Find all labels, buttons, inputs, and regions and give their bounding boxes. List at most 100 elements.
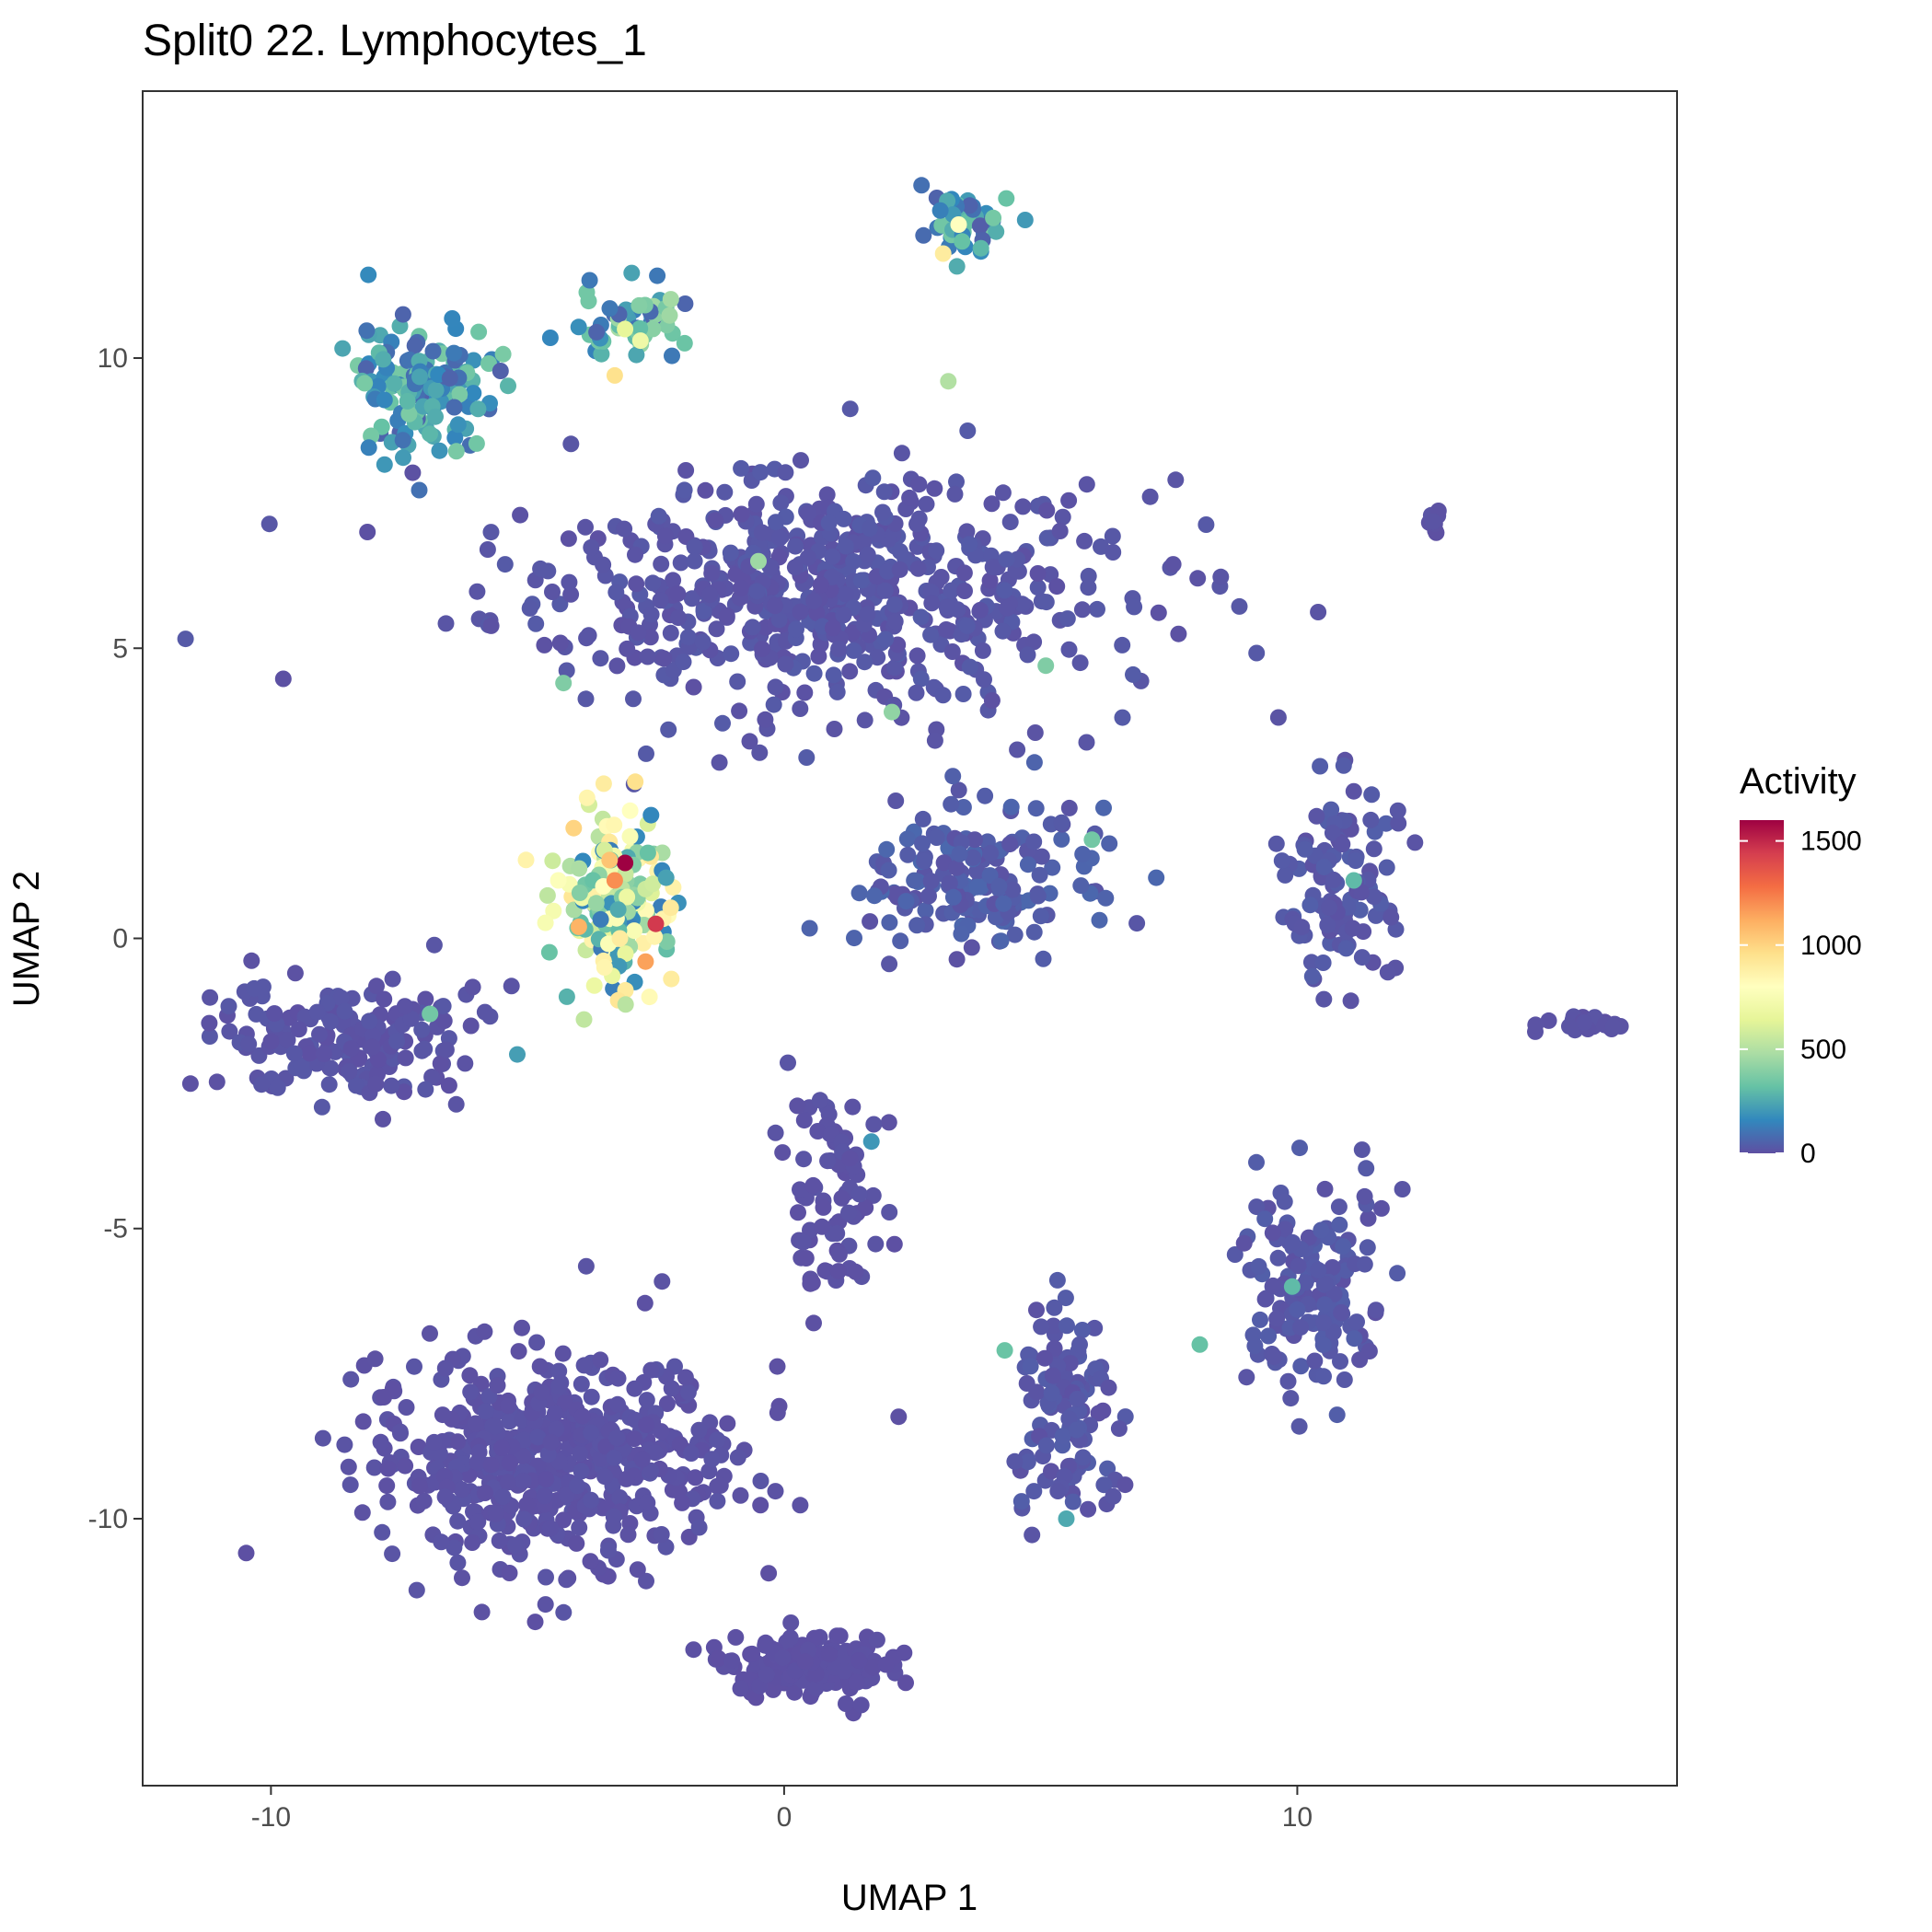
- data-point: [923, 595, 941, 612]
- data-point: [440, 1077, 457, 1094]
- data-point: [1315, 1314, 1333, 1332]
- data-point: [1315, 859, 1333, 875]
- data-point: [946, 485, 964, 503]
- data-point: [357, 360, 375, 377]
- data-point: [488, 1505, 504, 1522]
- data-point: [400, 405, 418, 422]
- data-point: [786, 1683, 804, 1701]
- data-point-highlight: [550, 872, 567, 889]
- data-point: [1265, 1277, 1282, 1294]
- data-point: [961, 197, 978, 214]
- data-point: [1001, 514, 1019, 531]
- data-point: [432, 1055, 449, 1072]
- data-point: [981, 572, 999, 589]
- data-point-highlight: [750, 552, 767, 570]
- data-point: [644, 574, 662, 592]
- data-point: [1071, 1336, 1088, 1353]
- data-point: [445, 1539, 463, 1556]
- data-point: [751, 744, 769, 761]
- data-point: [1315, 990, 1333, 1008]
- data-point: [575, 1011, 593, 1028]
- data-point: [654, 1273, 671, 1290]
- data-point: [367, 1075, 385, 1093]
- data-point: [1365, 888, 1382, 906]
- data-point: [995, 895, 1012, 912]
- data-point: [360, 439, 377, 457]
- data-point: [772, 494, 790, 512]
- data-point: [1231, 597, 1248, 615]
- data-point: [787, 538, 804, 555]
- data-point: [797, 1250, 815, 1267]
- data-point: [434, 1406, 451, 1424]
- data-point: [1226, 1246, 1244, 1263]
- data-point: [765, 696, 782, 713]
- data-point: [1089, 600, 1105, 618]
- data-point: [1025, 754, 1043, 771]
- data-point: [1048, 1271, 1066, 1289]
- data-point: [805, 593, 823, 609]
- data-point: [1389, 1265, 1406, 1282]
- data-point: [435, 1012, 453, 1030]
- data-point: [1365, 840, 1382, 858]
- data-point: [864, 1186, 882, 1204]
- data-point: [365, 1459, 383, 1476]
- data-point: [950, 781, 967, 799]
- data-point: [473, 1603, 491, 1621]
- data-point: [744, 1645, 761, 1662]
- data-point: [577, 1257, 595, 1275]
- data-point: [977, 787, 994, 804]
- data-point: [609, 1370, 627, 1387]
- data-point-highlight: [1037, 657, 1055, 675]
- data-point: [644, 875, 662, 893]
- data-point: [653, 1526, 670, 1543]
- data-point: [798, 749, 816, 766]
- data-point: [708, 620, 725, 638]
- data-point: [1026, 724, 1044, 741]
- data-point: [642, 1361, 660, 1379]
- data-point: [491, 1532, 508, 1549]
- data-point: [1073, 1322, 1091, 1338]
- data-point: [394, 306, 411, 323]
- data-point: [1095, 1476, 1113, 1494]
- data-point: [852, 1696, 870, 1714]
- data-point: [468, 434, 485, 452]
- data-point: [954, 686, 972, 702]
- data-point: [874, 503, 891, 521]
- data-point: [1080, 579, 1097, 596]
- data-point: [246, 979, 263, 997]
- data-point: [494, 1488, 512, 1506]
- data-point: [583, 538, 600, 556]
- data-point: [1064, 1493, 1082, 1510]
- data-point: [427, 381, 445, 399]
- data-point: [374, 1523, 391, 1541]
- y-tick-label: 10: [98, 343, 128, 374]
- data-point: [1189, 570, 1207, 587]
- data-point: [918, 495, 935, 513]
- data-point: [926, 480, 943, 497]
- data-point: [1308, 807, 1325, 825]
- data-point: [1378, 859, 1395, 876]
- data-point: [928, 542, 945, 560]
- data-point: [910, 476, 928, 493]
- data-point: [625, 690, 642, 708]
- data-point: [1014, 498, 1032, 515]
- data-point: [729, 673, 746, 690]
- data-point: [499, 1474, 516, 1491]
- data-point: [974, 642, 991, 659]
- data-point: [1150, 604, 1167, 621]
- data-point: [638, 1392, 655, 1409]
- data-point: [406, 1358, 422, 1375]
- data-point: [1273, 852, 1290, 870]
- data-point: [1279, 1372, 1297, 1390]
- data-point: [462, 1383, 480, 1401]
- data-point: [886, 613, 904, 631]
- data-point: [958, 618, 976, 634]
- data-point: [394, 432, 411, 449]
- data-point: [451, 386, 469, 403]
- data-point: [1561, 1018, 1578, 1035]
- data-point: [1044, 859, 1061, 876]
- data-point: [1302, 954, 1320, 971]
- data-point: [578, 789, 596, 806]
- data-point: [866, 887, 883, 905]
- data-point: [898, 830, 916, 848]
